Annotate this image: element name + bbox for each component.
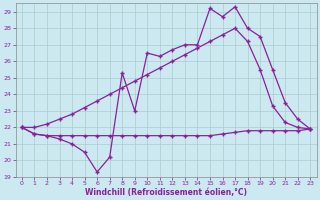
X-axis label: Windchill (Refroidissement éolien,°C): Windchill (Refroidissement éolien,°C) [85, 188, 247, 197]
